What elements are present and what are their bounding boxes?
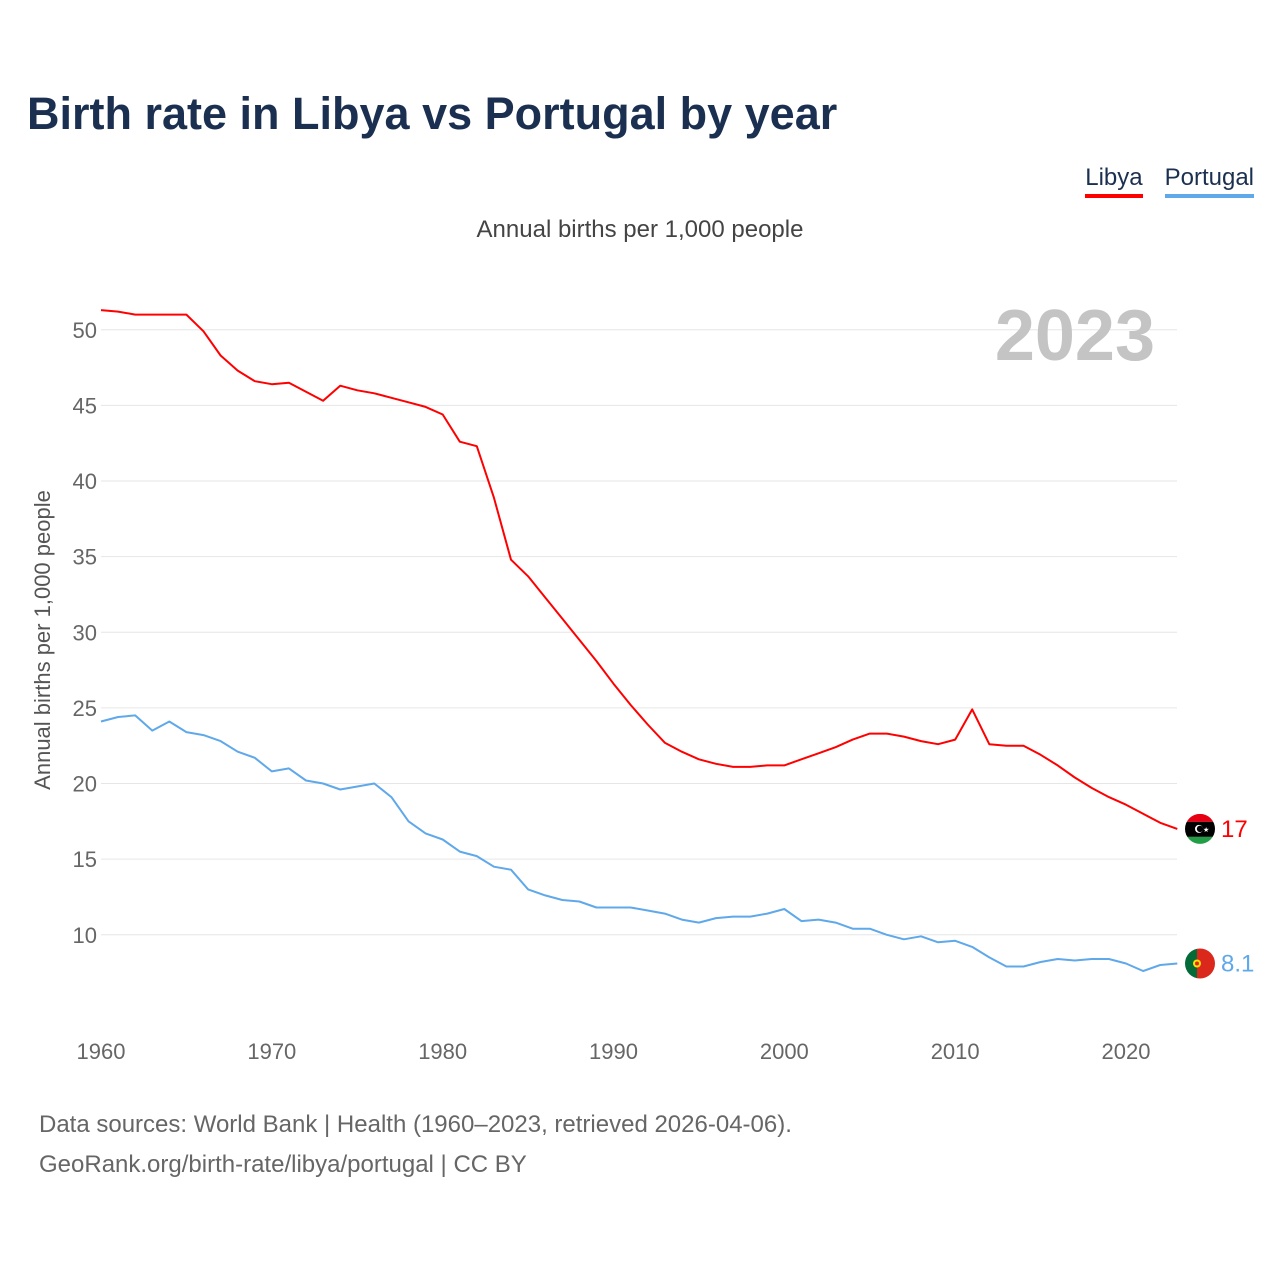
y-tick-label: 40	[73, 469, 97, 494]
series-line-portugal[interactable]	[100, 714, 1178, 972]
flag-icon-portugal	[1185, 948, 1215, 979]
y-tick-label: 10	[73, 923, 97, 948]
end-value-label-portugal: 8.1	[1221, 950, 1254, 977]
y-tick-label: 35	[73, 545, 97, 570]
year-watermark: 2023	[995, 296, 1155, 376]
x-tick-label: 1970	[247, 1039, 296, 1064]
y-tick-label: 20	[73, 772, 97, 797]
y-tick-label: 50	[73, 318, 97, 343]
legend: Libya Portugal	[1085, 164, 1254, 198]
end-value-label-libya: 17	[1221, 816, 1248, 843]
x-tick-label: 1960	[77, 1039, 126, 1064]
chart-title: Birth rate in Libya vs Portugal by year	[27, 88, 838, 139]
chart-subtitle: Annual births per 1,000 people	[476, 216, 804, 243]
y-axis-label: Annual births per 1,000 people	[30, 490, 55, 790]
svg-text:★: ★	[1203, 826, 1209, 834]
footer-link[interactable]: GeoRank.org/birth-rate/libya/portugal | …	[39, 1151, 527, 1178]
flag-icon-libya: ★	[1185, 813, 1215, 844]
x-tick-label: 1990	[589, 1039, 638, 1064]
legend-item-portugal[interactable]: Portugal	[1164, 164, 1254, 198]
x-tick-label: 2010	[931, 1039, 980, 1064]
y-tick-label: 25	[73, 696, 97, 721]
series-line-libya[interactable]	[100, 309, 1178, 830]
y-tick-label: 15	[73, 847, 97, 872]
legend-item-libya[interactable]: Libya	[1085, 164, 1143, 198]
footer: Data sources: World Bank | Health (1960–…	[39, 1105, 792, 1185]
x-tick-label: 2020	[1102, 1039, 1151, 1064]
x-tick-label: 2000	[760, 1039, 809, 1064]
footer-sources: Data sources: World Bank | Health (1960–…	[39, 1111, 792, 1138]
x-tick-label: 1980	[418, 1039, 467, 1064]
y-tick-label: 30	[73, 620, 97, 645]
y-tick-label: 45	[73, 393, 97, 418]
